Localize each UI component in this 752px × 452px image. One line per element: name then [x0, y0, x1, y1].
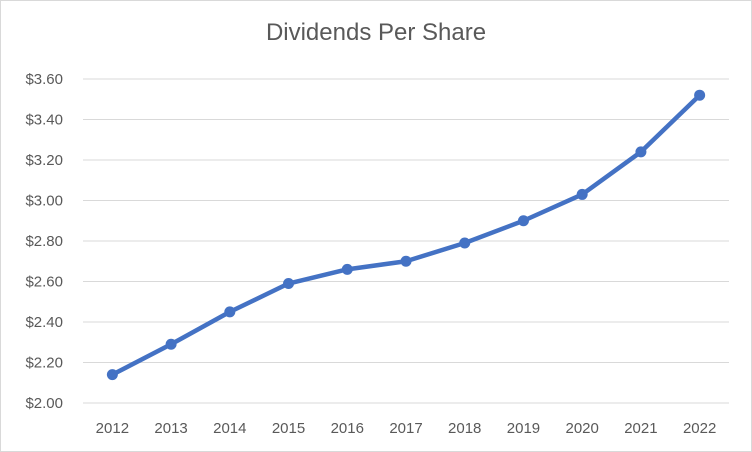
y-tick-label: $3.60: [25, 71, 63, 88]
x-tick-label: 2012: [96, 420, 129, 437]
y-tick-label: $2.20: [25, 355, 63, 372]
y-tick-label: $2.00: [25, 395, 63, 412]
y-tick-label: $2.60: [25, 274, 63, 291]
x-tick-label: 2018: [448, 420, 481, 437]
y-tick-label: $3.00: [25, 193, 63, 210]
x-tick-label: 2022: [683, 420, 716, 437]
x-tick-label: 2021: [624, 420, 657, 437]
series-line: [110, 92, 702, 377]
data-point: [459, 237, 471, 249]
x-tick-label: 2017: [389, 420, 422, 437]
y-tick-label: $3.40: [25, 112, 63, 129]
data-point: [576, 188, 588, 200]
chart-title: Dividends Per Share: [265, 19, 487, 46]
y-tick-label: $3.20: [25, 152, 63, 169]
x-tick-label: 2015: [272, 420, 305, 437]
x-tick-label: 2014: [213, 420, 246, 437]
x-tick-label: 2013: [154, 420, 187, 437]
x-tick-label: 2019: [507, 420, 540, 437]
x-tick-label: 2016: [331, 420, 364, 437]
data-point: [341, 263, 353, 275]
data-point: [694, 89, 706, 101]
data-point: [283, 278, 295, 290]
y-tick-label: $2.40: [25, 314, 63, 331]
data-point: [224, 306, 236, 318]
data-point: [517, 215, 529, 227]
y-tick-label: $2.80: [25, 233, 63, 250]
data-point: [400, 255, 412, 267]
data-point: [165, 338, 177, 350]
data-point: [106, 369, 118, 381]
data-point: [635, 146, 647, 158]
x-tick-label: 2020: [565, 420, 598, 437]
